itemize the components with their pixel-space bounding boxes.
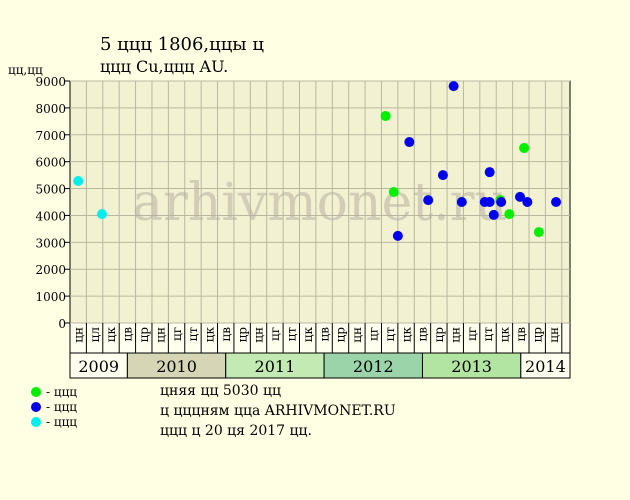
x-tick-label: цг: [268, 327, 282, 341]
year-label: 2011: [255, 357, 296, 376]
year-label: 2013: [451, 357, 492, 376]
legend-marker: [31, 387, 41, 397]
point: [437, 170, 448, 181]
legend-label: - ццц: [46, 415, 77, 429]
year-band: [225, 352, 325, 379]
point: [504, 209, 515, 220]
year-label: 2009: [78, 357, 119, 376]
point: [404, 137, 415, 148]
x-tick-label: цн: [448, 327, 462, 343]
x-tick-label: цт: [481, 327, 495, 342]
y-tick-label: 4000: [35, 209, 66, 223]
point: [551, 197, 562, 207]
point: [488, 209, 499, 220]
x-tick-label: цл: [88, 327, 102, 343]
x-tick-label: цт: [383, 327, 397, 342]
x-tick-label: цк: [399, 327, 413, 343]
x-tick-label: цв: [219, 327, 233, 342]
x-tick-label: цр: [235, 327, 249, 343]
point: [380, 110, 391, 121]
y-tick-label: 3000: [35, 236, 66, 250]
y-tick-label: 2000: [35, 263, 66, 277]
x-tick-label: цр: [137, 327, 151, 343]
year-label: 2012: [353, 357, 394, 376]
year-band: [69, 352, 128, 379]
x-tick-label: цт: [285, 327, 299, 342]
x-tick-label: цн: [153, 327, 167, 343]
year-band: [323, 352, 423, 379]
legend-label: - ццц: [46, 385, 77, 399]
x-tick-label: цк: [104, 327, 118, 343]
x-tick-label: цн: [547, 327, 561, 343]
point: [515, 191, 525, 202]
y-tick-label: 7000: [35, 129, 66, 143]
point: [484, 167, 495, 178]
y-tick-label: 8000: [35, 102, 66, 116]
watermark: arhivmonet.ru: [132, 173, 508, 233]
chart-subtitle: ццц Cu,ццц AU.: [100, 57, 228, 76]
x-tick-label: цв: [514, 327, 528, 342]
point: [392, 230, 403, 241]
legend-label: - ццц: [46, 400, 77, 414]
point: [423, 195, 434, 206]
point: [96, 209, 107, 220]
point: [522, 197, 533, 207]
year-band: [421, 352, 522, 379]
x-tick-label: цв: [121, 327, 135, 342]
x-tick-label: цр: [334, 327, 348, 343]
y-tick-label: 5000: [35, 183, 66, 197]
x-tick-label: цг: [170, 327, 184, 341]
note: ц цццням цца ARHIVMONET.RU: [160, 403, 396, 419]
x-tick-label: цв: [416, 327, 430, 342]
legend-marker: [31, 417, 41, 427]
note: ццц ц 20 ця 2017 цц.: [160, 423, 312, 439]
point: [519, 142, 530, 153]
x-tick-label: цк: [498, 327, 512, 343]
point: [533, 227, 544, 238]
point: [388, 187, 399, 198]
point: [456, 197, 467, 207]
y-tick-label: 0: [58, 317, 66, 331]
x-tick-label: цт: [186, 327, 200, 342]
x-tick-label: цр: [530, 327, 544, 343]
x-tick-label: цн: [71, 327, 85, 343]
year-label: 2010: [156, 357, 197, 376]
y-tick-label: 6000: [35, 156, 66, 170]
note: цняя цц 5030 цц: [160, 383, 281, 399]
x-tick-label: цв: [317, 327, 331, 342]
y-axis-label: цц,цц: [8, 63, 43, 77]
x-tick-label: цн: [350, 327, 364, 343]
x-tick-label: цк: [301, 327, 315, 343]
year-label: 2014: [525, 357, 566, 376]
point: [73, 176, 84, 187]
x-tick-label: цр: [432, 327, 446, 343]
x-tick-label: цн: [252, 327, 266, 343]
y-tick-label: 9000: [35, 75, 66, 89]
x-tick-label: цк: [203, 327, 217, 343]
y-tick-label: 1000: [35, 290, 66, 304]
x-tick-label: цг: [366, 327, 380, 341]
legend-marker: [31, 402, 41, 412]
year-band: [520, 352, 571, 379]
chart-title: 5 ццц 1806,ццы ц: [100, 34, 264, 55]
point: [484, 197, 495, 207]
point: [496, 197, 507, 207]
point: [448, 81, 459, 92]
x-tick-label: цг: [465, 327, 479, 341]
